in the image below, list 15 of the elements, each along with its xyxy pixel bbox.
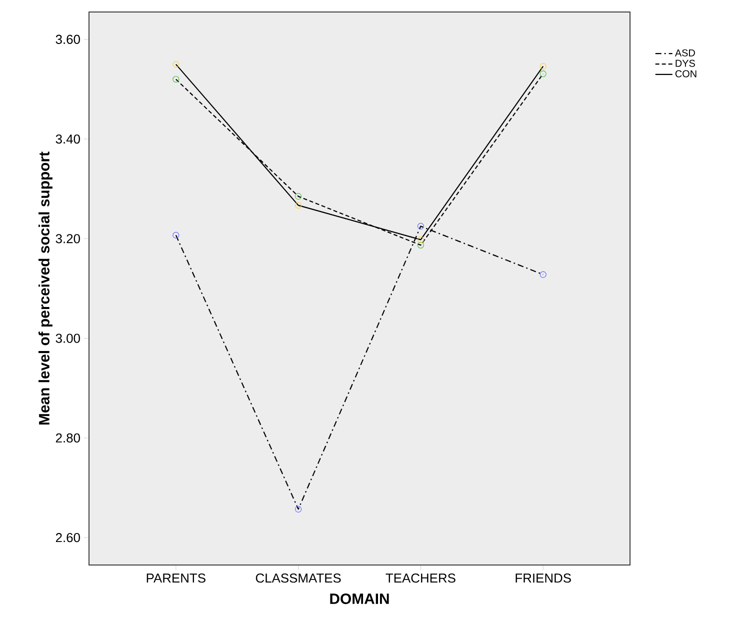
y-tick-label: 2.80 [56,433,80,443]
y-axis-title: Mean level of perceived social support [38,152,52,425]
y-tick-label: 3.40 [56,134,80,144]
legend-label: DYS [676,60,695,67]
y-tick-label: 3.00 [56,334,80,343]
legend-label: CON [675,70,696,78]
x-tick-label: FRIENDS [516,573,571,583]
x-tick-label: PARENTS [146,573,206,583]
x-axis-title: DOMAIN [330,593,389,604]
y-tick-label: 2.60 [56,533,80,542]
y-tick-label: 3.60 [56,34,80,44]
x-tick-label: TEACHERS [386,573,456,583]
x-tick-label: CLASSMATES [256,573,341,583]
legend-label: ASD [674,49,695,56]
y-tick-label: 3.20 [56,234,80,244]
